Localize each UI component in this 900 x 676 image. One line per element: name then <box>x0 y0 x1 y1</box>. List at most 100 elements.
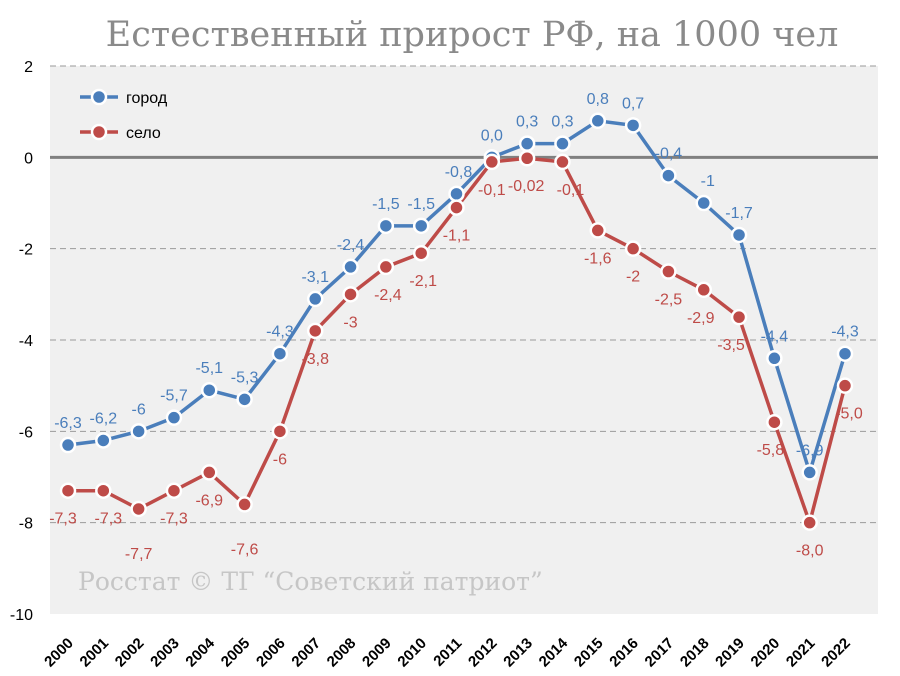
y-tick-label: 2 <box>24 59 33 76</box>
data-label: -4,4 <box>761 328 789 345</box>
x-tick-label: 2017 <box>642 635 678 671</box>
y-axis: 2 0 -2 -4 -6 -8 -10 <box>10 59 33 624</box>
data-point <box>448 185 465 203</box>
data-point <box>271 345 289 362</box>
data-label: -2,5 <box>655 292 683 309</box>
data-point <box>59 436 77 454</box>
data-point <box>165 482 183 499</box>
x-tick-label: 2003 <box>147 635 183 671</box>
data-point <box>236 391 253 408</box>
data-point <box>554 153 571 171</box>
data-label: -2,1 <box>409 273 437 290</box>
data-label: -1,5 <box>372 196 400 213</box>
data-point <box>483 153 501 171</box>
data-point <box>412 217 430 235</box>
x-tick-label: 2022 <box>818 635 854 671</box>
y-tick-label: -8 <box>19 516 33 533</box>
x-tick-label: 2007 <box>288 635 324 671</box>
data-point <box>306 290 324 308</box>
watermark: Росстат © ТГ “Советский патриот” <box>78 567 543 596</box>
y-tick-label: -2 <box>19 242 33 259</box>
data-point <box>130 423 147 440</box>
data-label: -6 <box>132 401 146 418</box>
data-label: -3,8 <box>301 351 329 368</box>
data-label: -1,7 <box>725 205 753 222</box>
data-label: -0,8 <box>445 164 473 181</box>
data-label: -7,7 <box>125 546 153 563</box>
y-tick-label: -10 <box>10 607 33 624</box>
data-point <box>412 244 430 262</box>
x-tick-label: 2011 <box>430 635 465 670</box>
data-point <box>342 286 359 303</box>
data-labels: -6,3 -6,2 -6 -5,7 -5,1 -5,3 -4,3 -3,1 -2,4 -1,5 -1… <box>49 91 863 563</box>
data-label: -1 <box>701 173 715 190</box>
chart-title: Естественный прирост РФ, на 1000 чел <box>106 15 839 55</box>
x-tick-label: 2001 <box>77 635 113 671</box>
x-tick-label: 2016 <box>606 635 642 671</box>
x-tick-label: 2018 <box>677 635 713 671</box>
data-label: 0,0 <box>481 127 503 144</box>
data-point <box>306 322 324 340</box>
data-point <box>730 308 748 326</box>
x-tick-label: 2008 <box>324 635 360 671</box>
data-label: -0,1 <box>557 182 585 199</box>
data-point <box>448 199 465 216</box>
y-tick-label: -4 <box>19 333 33 350</box>
legend-label: село <box>126 125 161 142</box>
data-point <box>695 194 712 212</box>
data-label: 0,8 <box>587 91 609 108</box>
data-point <box>342 258 359 276</box>
data-label: 0,3 <box>551 114 573 131</box>
data-point <box>766 413 783 431</box>
data-label: -2,4 <box>374 287 402 304</box>
data-point <box>695 281 712 299</box>
data-label: 0,7 <box>622 95 644 112</box>
data-point <box>624 240 642 257</box>
data-label: -2 <box>626 269 640 286</box>
x-tick-label: 2015 <box>571 635 607 671</box>
data-point <box>236 496 253 513</box>
data-point <box>836 377 854 394</box>
legend-marker <box>90 88 108 106</box>
data-point <box>660 167 677 184</box>
data-label: -5,3 <box>231 369 259 386</box>
data-point <box>554 135 571 152</box>
data-label: -1,5 <box>407 196 435 213</box>
data-label: -5,0 <box>835 406 863 423</box>
data-point <box>165 409 183 426</box>
x-tick-label: 2012 <box>465 635 501 671</box>
x-tick-label: 2002 <box>112 635 148 671</box>
data-point <box>201 381 218 399</box>
legend: город село <box>80 88 168 142</box>
grid-lines <box>50 65 878 524</box>
data-label: -0,1 <box>478 182 506 199</box>
data-label: 0,3 <box>516 114 538 131</box>
y-tick-label: 0 <box>24 150 33 167</box>
x-tick-label: 2013 <box>500 635 536 671</box>
data-label: -6,9 <box>796 442 824 459</box>
data-label: -5,1 <box>195 360 223 377</box>
data-point <box>730 226 748 244</box>
data-label: -2,9 <box>687 310 715 327</box>
data-label: -3,1 <box>301 269 329 286</box>
data-point <box>660 263 677 280</box>
data-point <box>836 345 854 362</box>
data-point <box>589 112 607 130</box>
data-label: -4,3 <box>831 324 859 341</box>
legend-label: город <box>126 90 168 107</box>
x-tick-label: 2004 <box>182 634 218 670</box>
data-label: -6,9 <box>195 492 223 509</box>
data-point <box>766 350 783 367</box>
data-point <box>377 217 395 235</box>
data-label: -1,1 <box>443 228 471 245</box>
series-points <box>59 112 854 531</box>
data-label: -4,3 <box>266 324 294 341</box>
data-label: -0,02 <box>508 178 545 195</box>
data-label: -7,3 <box>160 511 188 528</box>
x-tick-label: 2021 <box>783 635 819 671</box>
data-label: -0,4 <box>655 146 683 163</box>
data-point <box>95 482 112 499</box>
data-point <box>95 432 112 449</box>
data-label: -7,6 <box>231 541 259 558</box>
